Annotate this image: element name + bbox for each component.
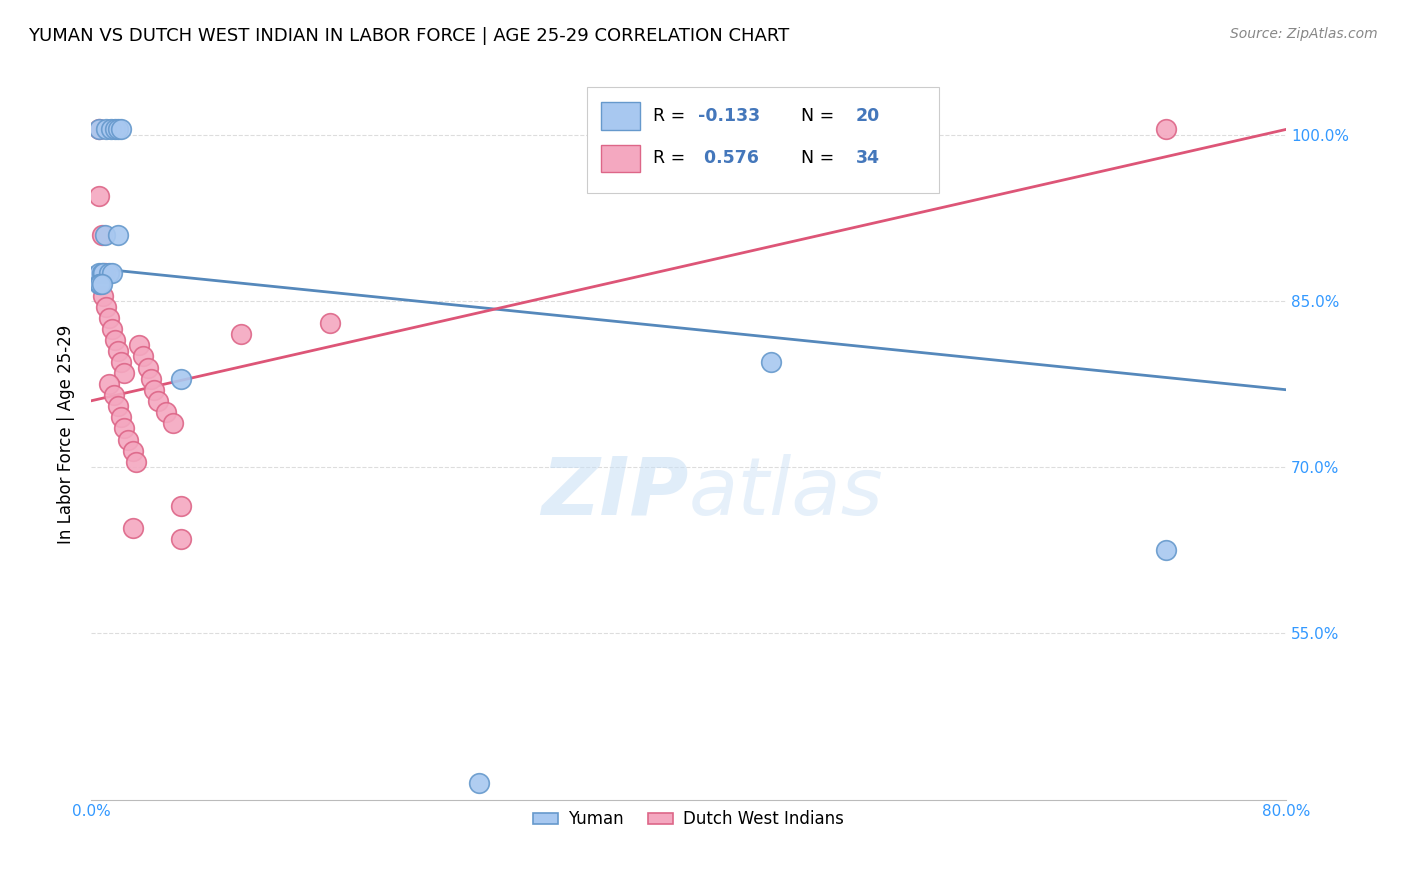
Point xyxy=(148,393,170,408)
Y-axis label: In Labor Force | Age 25-29: In Labor Force | Age 25-29 xyxy=(58,325,75,543)
Point xyxy=(94,300,117,314)
Point xyxy=(87,122,110,136)
Point xyxy=(128,338,150,352)
Point xyxy=(139,371,162,385)
Point xyxy=(94,122,117,136)
Point xyxy=(1156,122,1178,136)
Text: R =: R = xyxy=(652,107,690,125)
Point xyxy=(112,421,135,435)
Text: N =: N = xyxy=(790,150,839,168)
Point xyxy=(468,776,491,790)
Text: -0.133: -0.133 xyxy=(699,107,761,125)
Point xyxy=(89,277,111,292)
Bar xyxy=(586,87,939,193)
Point xyxy=(125,455,148,469)
Text: YUMAN VS DUTCH WEST INDIAN IN LABOR FORCE | AGE 25-29 CORRELATION CHART: YUMAN VS DUTCH WEST INDIAN IN LABOR FORC… xyxy=(28,27,789,45)
Point xyxy=(136,360,159,375)
Point xyxy=(104,333,127,347)
Point xyxy=(87,277,110,292)
Point xyxy=(101,267,124,281)
Text: 34: 34 xyxy=(856,150,880,168)
Point xyxy=(155,405,177,419)
Point xyxy=(87,189,110,203)
Point xyxy=(87,122,110,136)
Text: Source: ZipAtlas.com: Source: ZipAtlas.com xyxy=(1230,27,1378,41)
Point xyxy=(112,366,135,380)
Point xyxy=(110,122,132,136)
Point xyxy=(101,322,124,336)
Point xyxy=(107,122,129,136)
Point xyxy=(110,410,132,425)
Text: 20: 20 xyxy=(856,107,880,125)
Point xyxy=(170,371,193,385)
Point xyxy=(98,310,121,325)
FancyBboxPatch shape xyxy=(602,103,640,130)
Point xyxy=(98,377,121,392)
Point xyxy=(110,355,132,369)
Point xyxy=(122,521,145,535)
Point xyxy=(229,327,252,342)
Point xyxy=(170,533,193,547)
Text: ZIP: ZIP xyxy=(541,453,689,532)
Text: atlas: atlas xyxy=(689,453,883,532)
Legend: Yuman, Dutch West Indians: Yuman, Dutch West Indians xyxy=(526,804,851,835)
Point xyxy=(132,350,155,364)
FancyBboxPatch shape xyxy=(602,145,640,172)
Point xyxy=(93,227,115,242)
Point xyxy=(759,355,782,369)
Point xyxy=(107,343,129,358)
Point xyxy=(87,267,110,281)
Point xyxy=(90,277,112,292)
Point xyxy=(90,227,112,242)
Point xyxy=(170,499,193,513)
Point xyxy=(104,122,127,136)
Point xyxy=(91,267,114,281)
Point xyxy=(1156,543,1178,558)
Point xyxy=(103,388,125,402)
Text: 0.576: 0.576 xyxy=(699,150,759,168)
Point xyxy=(122,443,145,458)
Point xyxy=(91,288,114,302)
Point xyxy=(93,267,115,281)
Point xyxy=(107,400,129,414)
Point xyxy=(107,227,129,242)
Point xyxy=(90,267,112,281)
Point xyxy=(98,267,121,281)
Point xyxy=(100,122,122,136)
Text: R =: R = xyxy=(652,150,690,168)
Point xyxy=(319,316,342,330)
Point xyxy=(162,416,184,430)
Text: N =: N = xyxy=(790,107,839,125)
Point xyxy=(142,383,165,397)
Point xyxy=(117,433,139,447)
